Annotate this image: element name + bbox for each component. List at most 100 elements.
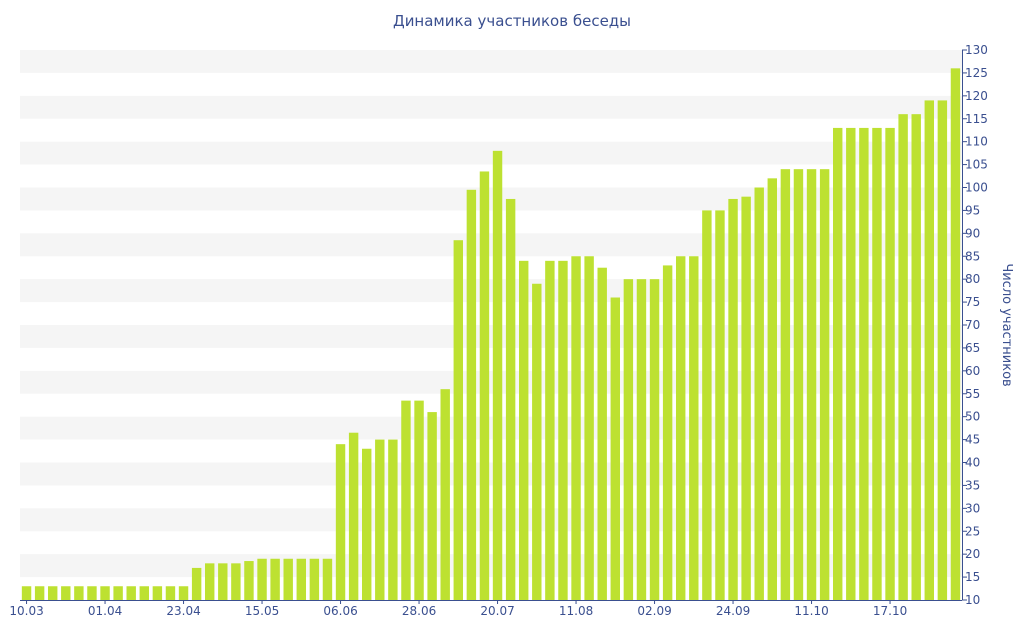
bar xyxy=(204,563,215,600)
y-axis-ticks: 10 15 20 25 30 35 40 45 50 55 60 65 70 75 80 85 90 95 100 1… xyxy=(962,43,988,607)
y-tick-label: 50 xyxy=(965,410,980,424)
bar xyxy=(322,558,333,600)
bar xyxy=(361,448,372,600)
bar xyxy=(649,279,660,600)
grid-band xyxy=(20,370,962,394)
y-tick-label: 115 xyxy=(965,112,988,126)
bar xyxy=(270,558,280,600)
bar xyxy=(610,297,621,600)
grid-bands xyxy=(20,50,962,578)
y-tick-label: 40 xyxy=(965,456,980,470)
bar xyxy=(859,127,869,601)
bar xyxy=(231,563,241,600)
bar xyxy=(793,169,804,600)
y-tick-label: 80 xyxy=(965,272,980,286)
y-tick-label: 75 xyxy=(965,295,980,309)
bar xyxy=(924,100,935,601)
bar xyxy=(74,586,84,600)
bar xyxy=(414,400,424,600)
y-tick-label: 55 xyxy=(965,387,980,401)
bar xyxy=(558,260,568,600)
y-tick-label: 90 xyxy=(965,226,980,240)
grid-band xyxy=(20,279,962,303)
x-tick-label: 02.09 xyxy=(637,604,671,618)
bar xyxy=(662,265,673,600)
bar xyxy=(165,586,176,600)
bar xyxy=(335,444,346,600)
x-tick-label: 01.04 xyxy=(88,604,122,618)
x-tick-label: 11.08 xyxy=(559,604,593,618)
bar xyxy=(87,586,97,600)
bar xyxy=(375,439,385,600)
bar xyxy=(571,256,581,600)
x-tick-label: 20.07 xyxy=(480,604,514,618)
bar xyxy=(388,439,398,600)
bars-group xyxy=(21,68,961,601)
bar xyxy=(545,260,555,600)
bar xyxy=(597,267,607,600)
x-tick-label: 17.10 xyxy=(873,604,907,618)
bar xyxy=(584,256,594,600)
y-tick-label: 100 xyxy=(965,181,988,195)
bar xyxy=(898,114,908,601)
bar xyxy=(100,586,110,600)
grid-band xyxy=(20,141,962,165)
bar xyxy=(872,127,882,601)
bar xyxy=(244,561,254,600)
y-tick-label: 45 xyxy=(965,433,980,447)
bar xyxy=(832,127,843,601)
y-tick-label: 110 xyxy=(965,135,988,149)
grid-band xyxy=(20,187,962,211)
y-tick-label: 85 xyxy=(965,249,980,263)
y-tick-label: 65 xyxy=(965,341,980,355)
bar xyxy=(440,389,450,600)
y-tick-label: 120 xyxy=(965,89,988,103)
bar xyxy=(532,283,542,600)
y-tick-label: 35 xyxy=(965,478,980,492)
x-tick-label: 06.06 xyxy=(323,604,357,618)
y-tick-label: 105 xyxy=(965,158,988,172)
bar xyxy=(283,558,293,600)
bar xyxy=(178,586,189,600)
x-tick-label: 23.04 xyxy=(166,604,200,618)
bar xyxy=(950,68,961,601)
bar xyxy=(191,567,202,600)
grid-band xyxy=(20,462,962,486)
bar xyxy=(34,586,45,600)
y-tick-label: 70 xyxy=(965,318,980,332)
bar xyxy=(113,586,123,600)
bar xyxy=(218,563,228,600)
bar xyxy=(257,558,267,600)
bar xyxy=(518,260,529,600)
grid-band xyxy=(20,50,962,73)
chart-title: Динамика участников беседы xyxy=(392,12,632,30)
bar xyxy=(767,178,778,601)
x-tick-label: 10.03 xyxy=(9,604,43,618)
bar xyxy=(139,586,150,600)
grid-band xyxy=(20,325,962,348)
bar xyxy=(61,586,71,600)
bar xyxy=(715,210,725,600)
y-tick-label: 125 xyxy=(965,66,988,80)
grid-band xyxy=(20,508,962,532)
bar xyxy=(754,187,764,600)
bar xyxy=(401,400,411,600)
bar xyxy=(505,198,516,601)
bar xyxy=(126,586,136,600)
y-tick-label: 25 xyxy=(965,524,980,538)
bar xyxy=(479,171,490,601)
bar xyxy=(296,558,307,600)
bar xyxy=(728,198,738,601)
bar xyxy=(427,412,437,600)
bar xyxy=(21,586,32,600)
bar xyxy=(152,586,163,600)
bar xyxy=(702,210,712,600)
x-tick-label: 11.10 xyxy=(794,604,828,618)
bar xyxy=(911,114,921,601)
bar xyxy=(675,256,686,600)
y-tick-label: 15 xyxy=(965,570,980,584)
bar xyxy=(780,169,791,600)
x-axis-ticks: 10.03 01.04 23.04 15.05 06.06 28.06 20.07 11.08… xyxy=(9,600,907,618)
bar xyxy=(846,127,856,601)
grid-band xyxy=(20,233,962,257)
